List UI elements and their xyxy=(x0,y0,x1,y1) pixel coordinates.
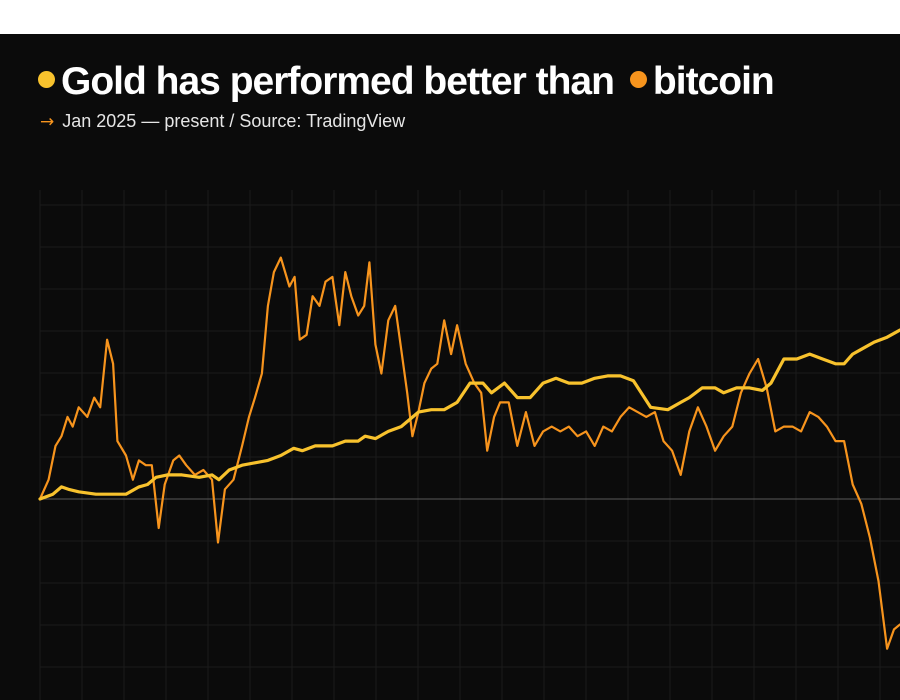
gold-legend-dot xyxy=(38,71,55,89)
chart-subtitle: → Jan 2025 — present / Source: TradingVie… xyxy=(40,112,405,131)
series-line-gold xyxy=(38,328,900,501)
bitcoin-legend-dot xyxy=(629,71,647,89)
title-text-gold: Gold has performed better than xyxy=(61,60,615,103)
chart-title: Gold has performed better than bitcoin xyxy=(38,60,775,103)
title-text-bitcoin: bitcoin xyxy=(652,60,775,103)
arrow-right-icon: → xyxy=(40,112,55,132)
chart-panel xyxy=(0,34,900,700)
grid xyxy=(39,190,900,700)
subtitle-text: Jan 2025 — present / Source: TradingView xyxy=(62,111,406,131)
series-line-bitcoin xyxy=(38,256,900,650)
top-margin xyxy=(0,0,900,34)
